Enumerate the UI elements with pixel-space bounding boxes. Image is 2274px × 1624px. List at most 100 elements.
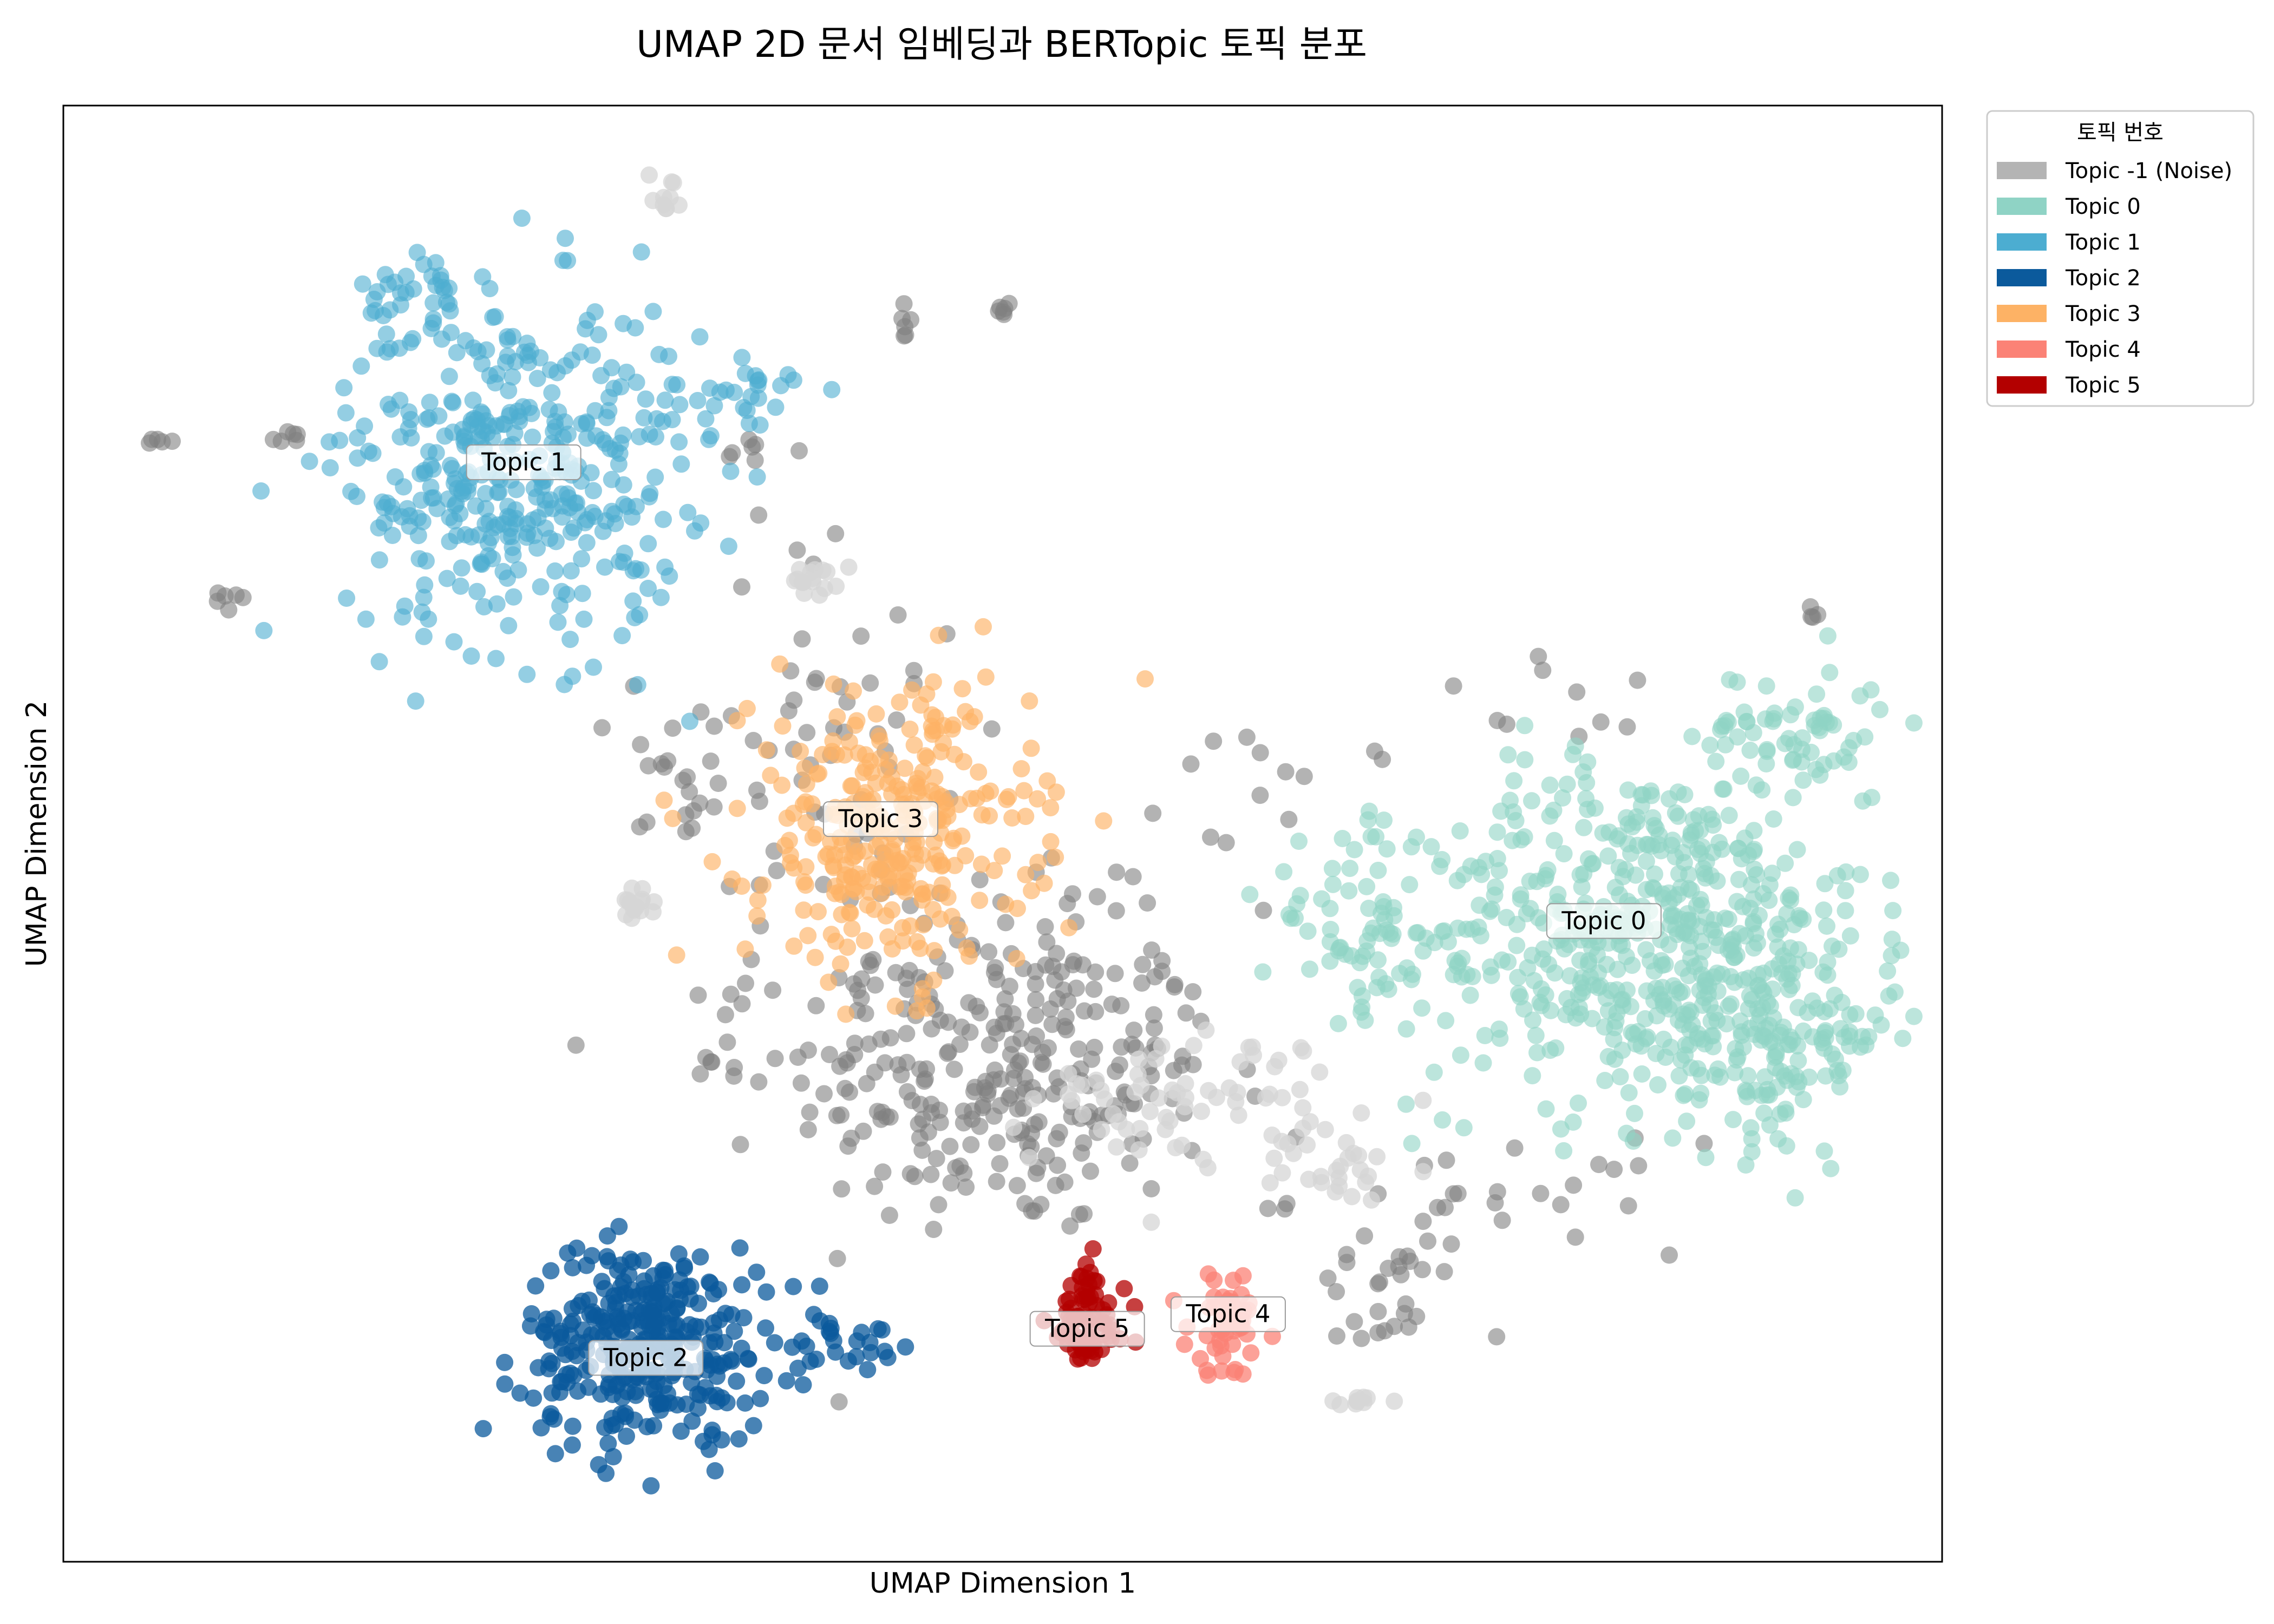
- data-point: [1070, 1040, 1088, 1058]
- data-point: [1343, 947, 1361, 965]
- data-point: [716, 1305, 734, 1322]
- data-point: [1555, 1142, 1573, 1160]
- data-point: [1012, 760, 1030, 778]
- data-point: [528, 370, 546, 388]
- data-point: [1756, 710, 1774, 728]
- data-point: [907, 855, 925, 873]
- data-point: [1390, 1258, 1408, 1275]
- data-point: [1757, 755, 1775, 772]
- legend-swatch: [1997, 305, 2047, 322]
- data-point: [443, 392, 461, 410]
- data-point: [1086, 1038, 1103, 1056]
- data-point: [876, 1054, 894, 1072]
- data-point: [1015, 782, 1033, 800]
- data-point: [938, 801, 956, 818]
- data-point: [641, 1301, 658, 1319]
- data-point: [1742, 876, 1760, 894]
- data-point: [799, 1121, 817, 1138]
- data-point: [1704, 1027, 1722, 1045]
- data-point: [750, 506, 768, 524]
- data-point: [1087, 963, 1105, 981]
- data-point: [1841, 927, 1859, 945]
- data-point: [836, 1079, 854, 1097]
- data-point: [1664, 1129, 1682, 1147]
- data-point: [1028, 1027, 1045, 1045]
- data-point: [1300, 1170, 1318, 1188]
- data-point: [1794, 911, 1812, 928]
- data-point: [873, 885, 891, 902]
- data-point: [651, 1394, 669, 1412]
- data-point: [506, 424, 524, 442]
- legend-swatch: [1997, 198, 2047, 215]
- data-point: [733, 1276, 751, 1294]
- data-point: [1499, 746, 1517, 764]
- legend-entry-label: Topic 4: [2065, 337, 2141, 362]
- data-point: [991, 1155, 1009, 1173]
- data-point: [703, 1426, 721, 1444]
- data-point: [1311, 1063, 1329, 1081]
- data-point: [914, 916, 932, 934]
- data-point: [744, 1417, 762, 1435]
- data-point: [691, 328, 709, 346]
- data-point: [930, 1196, 948, 1214]
- data-point: [1261, 1174, 1279, 1191]
- data-point: [1512, 890, 1530, 908]
- data-point: [627, 1386, 645, 1404]
- data-point: [1734, 971, 1752, 989]
- data-point: [716, 1006, 734, 1024]
- data-point: [615, 495, 633, 513]
- data-point: [1143, 941, 1161, 959]
- data-point: [1739, 1067, 1757, 1085]
- data-point: [892, 1066, 910, 1084]
- data-point: [604, 1448, 622, 1465]
- data-point: [923, 1020, 940, 1038]
- data-point: [568, 1239, 586, 1257]
- data-point: [1397, 1095, 1415, 1113]
- data-point: [1808, 685, 1826, 703]
- data-point: [1397, 1295, 1415, 1313]
- data-point: [1481, 902, 1499, 920]
- data-point: [618, 1427, 635, 1445]
- data-point: [1623, 1024, 1641, 1042]
- data-point: [702, 752, 720, 770]
- data-point: [1832, 1020, 1850, 1038]
- data-point: [440, 368, 458, 385]
- data-point: [1074, 1105, 1092, 1123]
- data-point: [1414, 1091, 1432, 1109]
- data-point: [413, 603, 431, 621]
- data-point: [567, 1036, 585, 1054]
- data-point: [1173, 1056, 1191, 1074]
- data-point: [496, 1375, 514, 1393]
- data-point: [837, 1005, 855, 1023]
- data-point: [1570, 1094, 1587, 1112]
- data-point: [1724, 1111, 1742, 1129]
- data-point: [1437, 1151, 1455, 1169]
- data-point: [1606, 1050, 1624, 1068]
- data-point: [1322, 921, 1339, 938]
- data-point: [1688, 897, 1706, 915]
- data-point: [736, 1394, 754, 1412]
- data-point: [855, 932, 873, 949]
- data-point: [1038, 772, 1056, 790]
- data-point: [1251, 744, 1269, 762]
- data-point: [1546, 964, 1564, 982]
- data-point: [1455, 866, 1473, 883]
- legend-entry-label: Topic 3: [2065, 302, 2141, 326]
- data-point: [778, 809, 796, 827]
- data-point: [1776, 854, 1794, 872]
- data-point: [1124, 868, 1142, 886]
- data-point: [866, 1177, 884, 1195]
- data-point: [1414, 1163, 1432, 1181]
- data-point: [1008, 1177, 1026, 1195]
- data-point: [357, 610, 375, 628]
- data-point: [826, 878, 844, 895]
- chart-title: UMAP 2D 문서 임베딩과 BERTopic 토픽 분포: [636, 23, 1367, 66]
- data-point: [1501, 791, 1519, 809]
- data-point: [998, 790, 1015, 808]
- data-point: [1085, 980, 1103, 998]
- data-point: [672, 1422, 690, 1440]
- data-point: [1741, 900, 1759, 917]
- data-point: [438, 569, 456, 587]
- data-point: [614, 426, 632, 444]
